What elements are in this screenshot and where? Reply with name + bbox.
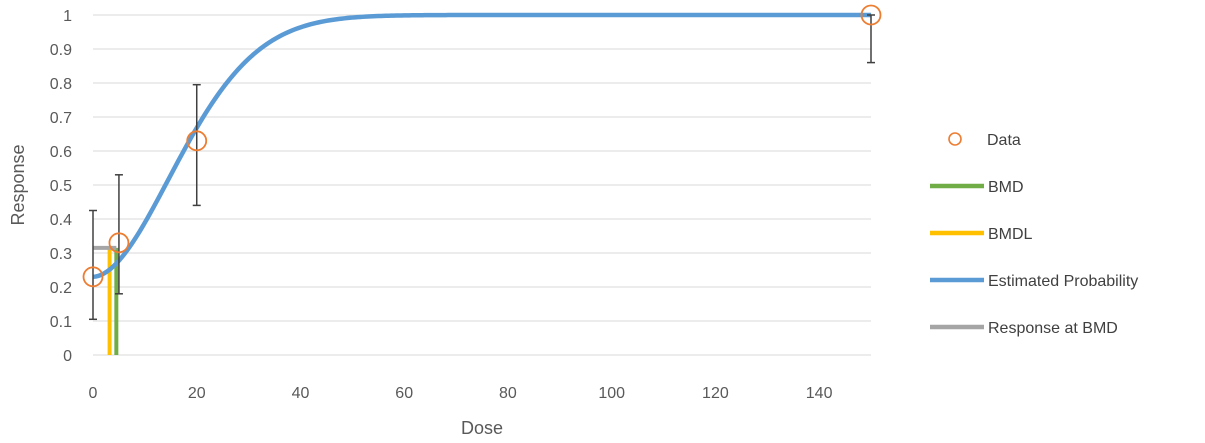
legend-marker-circle — [948, 132, 962, 146]
x-tick-label: 20 — [188, 385, 206, 402]
legend-label: Data — [987, 132, 1021, 149]
y-tick-label: 1 — [63, 8, 72, 25]
x-tick-label: 100 — [598, 385, 625, 402]
legend-item-response_at_bmd: Response at BMD — [930, 320, 1118, 337]
x-tick-label: 0 — [89, 385, 98, 402]
legend-label: Estimated Probability — [988, 273, 1138, 290]
axes: 0 0.1 0.2 0.3 0.4 0.5 0.6 0.7 0.8 0.9 1 0 20 40 60 80 10… — [50, 8, 871, 402]
y-tick-label: 0.7 — [50, 110, 72, 127]
legend-label: BMDL — [988, 226, 1033, 243]
error-bar — [192, 83, 201, 207]
data-point — [860, 4, 882, 26]
y-tick-label: 0.2 — [50, 280, 72, 297]
y-axis-title: Response — [8, 144, 28, 225]
y-tick-label: 0.1 — [50, 314, 72, 331]
legend-item-data: Data — [948, 132, 1021, 149]
y-tick-label: 0.8 — [50, 76, 72, 93]
data-point — [108, 232, 130, 254]
legend-label: Response at BMD — [988, 320, 1118, 337]
x-axis-title: Dose — [461, 418, 503, 438]
estimated-probability-curve — [92, 12, 871, 280]
x-tick-label: 40 — [292, 385, 310, 402]
x-tick-label: 120 — [702, 385, 729, 402]
y-tick-label: 0.9 — [50, 42, 72, 59]
legend-label: BMD — [988, 179, 1024, 196]
x-tick-label: 60 — [395, 385, 413, 402]
y-tick-label: 0.5 — [50, 178, 72, 195]
y-tick-label: 0.3 — [50, 246, 72, 263]
plot-area — [82, 4, 882, 355]
legend-item-bmdl: BMDL — [930, 226, 1033, 243]
x-tick-label: 80 — [499, 385, 517, 402]
data-point — [82, 266, 104, 288]
error-bar — [114, 174, 123, 295]
gridlines — [93, 14, 871, 322]
y-tick-label: 0 — [63, 348, 72, 365]
legend-item-bmd: BMD — [930, 179, 1024, 196]
y-tick-label: 0.4 — [50, 212, 72, 229]
error-bar — [867, 14, 875, 64]
legend: Data BMD BMDL Estimated Probability Response… — [930, 132, 1138, 337]
y-tick-label: 0.6 — [50, 144, 72, 161]
legend-item-estimated: Estimated Probability — [930, 273, 1138, 290]
x-tick-label: 140 — [806, 385, 833, 402]
error-bar — [89, 209, 97, 321]
data-point — [186, 130, 208, 152]
